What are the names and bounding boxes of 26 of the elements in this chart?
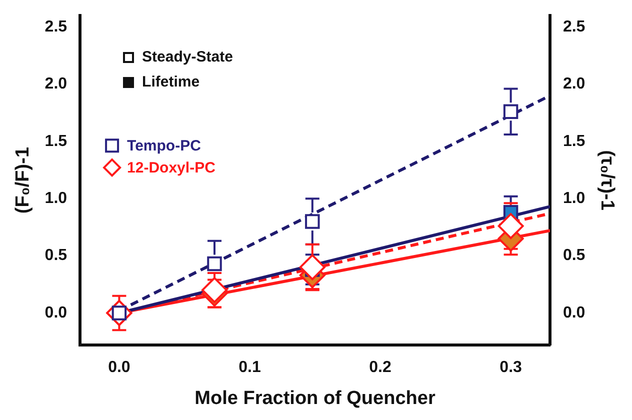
point xyxy=(305,214,320,229)
x-tick-label: 0.3 xyxy=(500,359,522,376)
y-axis-title: (F₀/F)-1 xyxy=(12,146,34,214)
y-tick-label: 0.0 xyxy=(44,304,68,322)
y2-tick-label: 1.0 xyxy=(562,190,586,208)
x-tick-label: 0.1 xyxy=(238,359,261,376)
x-tick-label: 0.0 xyxy=(108,359,130,376)
y2-tick-label: 0.5 xyxy=(562,247,586,264)
y2-tick-label: 1.5 xyxy=(562,132,586,150)
x-axis-title: Mole Fraction of Quencher xyxy=(194,388,436,409)
y2-tick-label: 0.0 xyxy=(562,304,586,322)
legend-label: 12-Doxyl-PC xyxy=(127,160,216,177)
y-tick-label: 0.5 xyxy=(44,247,68,264)
y-tick-label: 2.5 xyxy=(44,18,68,36)
y2-tick-label: 2.5 xyxy=(562,18,586,36)
y-tick-label: 1.5 xyxy=(44,132,68,150)
y2-axis-title: (τ₀/τ)-1 xyxy=(596,150,618,211)
x-tick-label: 0.2 xyxy=(369,359,392,376)
point xyxy=(299,254,326,280)
point xyxy=(503,104,518,120)
legend-label: Tempo-PC xyxy=(127,138,202,155)
annotation: Steady-State xyxy=(142,48,233,66)
y-tick-label: 2.0 xyxy=(44,76,68,93)
annotation: Lifetime xyxy=(142,74,200,91)
y-tick-label: 1.0 xyxy=(44,190,68,208)
y2-tick-label: 2.0 xyxy=(562,76,586,93)
